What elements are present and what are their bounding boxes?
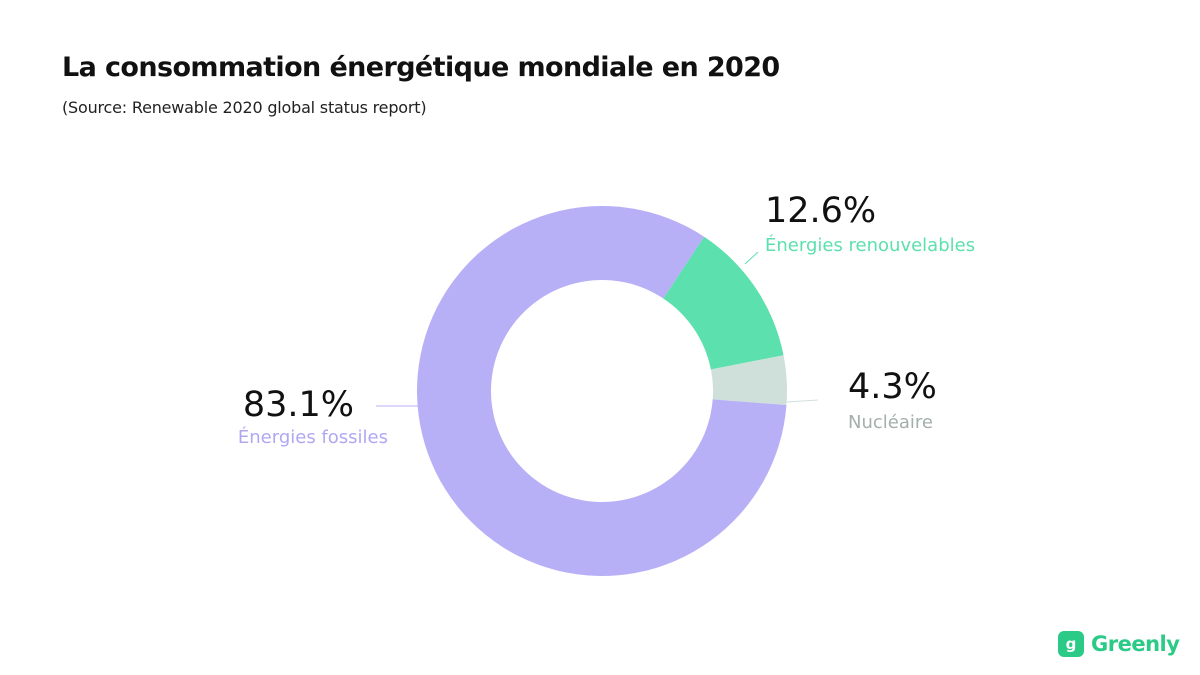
leader-line-energies-renouvelables xyxy=(744,251,759,265)
category-label-energies-renouvelables: Énergies renouvelables xyxy=(765,234,975,256)
value-label-energies-fossiles: 83.1% xyxy=(243,385,354,425)
leader-line-nucleaire xyxy=(786,399,819,403)
category-label-nucleaire: Nucléaire xyxy=(848,412,933,433)
brand-name: Greenly xyxy=(1091,632,1180,656)
greenly-logo-icon: g xyxy=(1058,631,1084,657)
chart-title: La consommation énergétique mondiale en … xyxy=(62,52,780,83)
chart-subtitle: (Source: Renewable 2020 global status re… xyxy=(62,98,427,117)
slice-labels: 12.6% Énergies renouvelables 4.3% Nucléaire… xyxy=(238,191,975,448)
slice-nucleaire xyxy=(710,355,787,405)
slice-energies-fossiles xyxy=(417,206,787,576)
category-label-energies-fossiles: Énergies fossiles xyxy=(238,426,388,448)
value-label-nucleaire: 4.3% xyxy=(848,367,937,407)
leader-lines xyxy=(376,251,819,407)
value-label-energies-renouvelables: 12.6% xyxy=(765,191,876,231)
brand-logo: g Greenly xyxy=(1058,629,1180,659)
donut-slices xyxy=(417,206,787,576)
slice-energies-renouvelables xyxy=(663,236,784,370)
